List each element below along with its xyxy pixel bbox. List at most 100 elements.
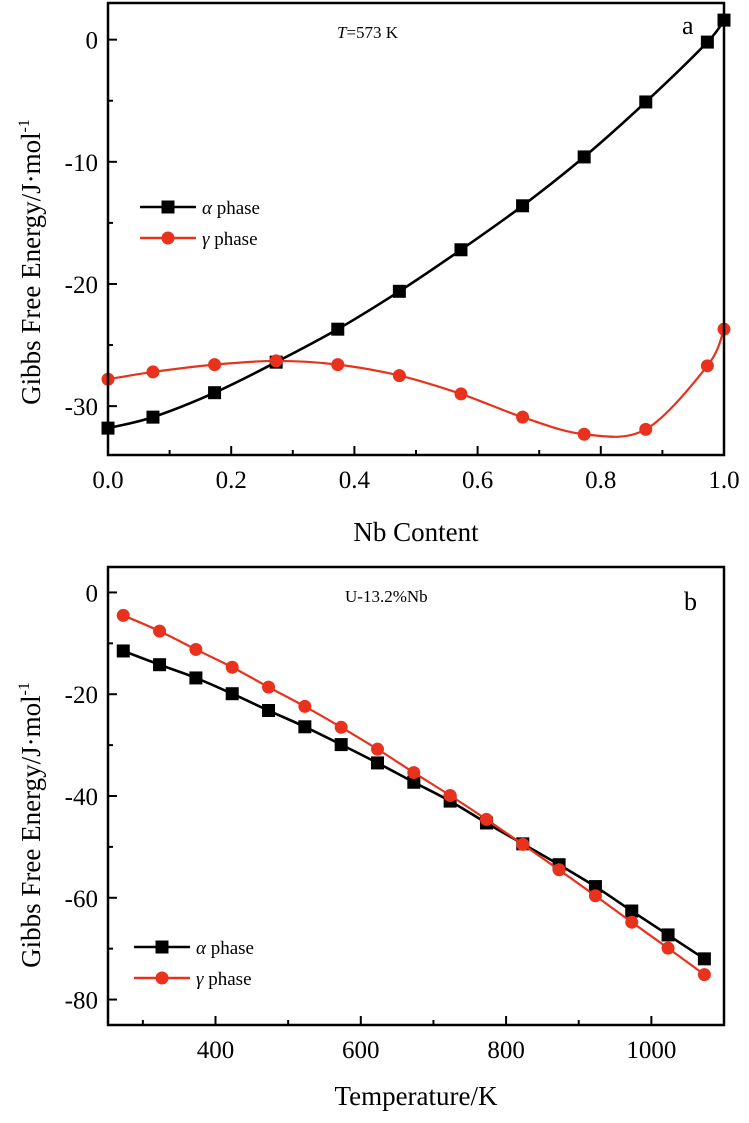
legend-text: phase — [210, 229, 258, 250]
data-point-alpha — [153, 658, 167, 672]
data-point-alpha — [516, 199, 530, 213]
legend-text: phase — [212, 198, 260, 219]
ticks-a: 0.0 0.2 0.4 0.6 0.8 1.0 0 -10 -20 -30 — [65, 28, 740, 494]
data-point-gamma — [516, 837, 530, 851]
legend-label: γ phase — [202, 229, 258, 250]
data-point-gamma — [334, 720, 348, 734]
data-point-gamma — [454, 387, 468, 401]
y-axis-title-b: Gibbs Free Energy/J·mol-1 — [16, 682, 46, 968]
ticks-b: 400 600 800 1000 0 -20 -40 -60 -80 — [65, 580, 725, 1064]
data-point-gamma — [697, 968, 711, 982]
data-point-gamma — [479, 812, 493, 826]
legend-marker-square — [161, 200, 175, 214]
data-point-alpha — [588, 880, 602, 894]
data-point-gamma — [146, 365, 160, 379]
x-tick-label: 800 — [487, 1037, 525, 1064]
x-tick-label: 1000 — [626, 1037, 676, 1064]
y-tick-label: 0 — [86, 580, 99, 607]
data-point-gamma — [392, 369, 406, 383]
series-line-gamma — [122, 614, 706, 976]
data-point-gamma — [625, 915, 639, 929]
legend-symbol: γ — [202, 229, 210, 250]
legend-entry-alpha: α phase — [140, 198, 260, 219]
data-point-alpha — [639, 95, 653, 109]
data-point-gamma — [262, 680, 276, 694]
legend-symbol: γ — [196, 969, 204, 990]
x-tick-label: 400 — [197, 1037, 235, 1064]
y-tick-label: -20 — [65, 682, 98, 709]
data-point-gamma — [700, 359, 714, 373]
legend-marker-circle — [155, 971, 169, 985]
x-tick-label: 600 — [342, 1037, 380, 1064]
annotation-alloy: U-13.2%Nb — [345, 587, 428, 606]
legend-entry-gamma: γ phase — [134, 969, 252, 990]
panel-letter-b: b — [684, 587, 697, 616]
data-point-gamma — [189, 642, 203, 656]
data-point-alpha — [625, 904, 639, 918]
data-point-gamma — [588, 889, 602, 903]
data-point-gamma — [269, 354, 283, 368]
x-tick-label: 1.0 — [708, 467, 739, 494]
annotation-temperature: T=573 K — [337, 23, 399, 42]
data-point-gamma — [298, 699, 312, 713]
x-tick-label: 0.4 — [339, 467, 371, 494]
data-point-alpha — [661, 928, 675, 942]
data-point-alpha — [208, 386, 222, 400]
data-point-alpha — [116, 644, 130, 658]
data-point-gamma — [577, 427, 591, 441]
legend-label: α phase — [196, 938, 254, 959]
panel-letter-a: a — [682, 11, 694, 40]
data-point-alpha — [407, 775, 421, 789]
data-point-gamma — [153, 624, 167, 638]
y-tick-label: -10 — [65, 150, 98, 177]
data-point-alpha — [189, 671, 203, 685]
series-line-gamma — [107, 328, 726, 438]
legend-marker-circle — [161, 231, 175, 245]
data-point-alpha — [700, 35, 714, 49]
data-point-alpha — [392, 284, 406, 298]
legend-symbol: α — [202, 198, 213, 219]
data-point-gamma — [116, 608, 130, 622]
y-tick-label: 0 — [86, 28, 99, 55]
y-tick-label: -30 — [65, 394, 98, 421]
data-point-alpha — [225, 687, 239, 701]
data-point-gamma — [208, 358, 222, 372]
series-group-b — [116, 608, 711, 982]
legend-label: γ phase — [196, 969, 252, 990]
series-group-a — [101, 13, 731, 441]
x-axis-title-a: Nb Content — [353, 517, 479, 547]
data-point-gamma — [516, 410, 530, 424]
y-tick-label: -40 — [65, 784, 98, 811]
y-axis-title-a-text: Gibbs Free Energy/J·mol — [16, 132, 46, 404]
legend-marker-square — [155, 940, 169, 954]
annotation-value: =573 K — [346, 23, 398, 42]
data-point-alpha — [298, 720, 312, 734]
legend-symbol: α — [196, 938, 207, 959]
x-axis-title-b: Temperature/K — [334, 1081, 498, 1111]
data-point-gamma — [225, 660, 239, 674]
data-point-gamma — [331, 358, 345, 372]
data-point-gamma — [552, 863, 566, 877]
legend-text: phase — [204, 969, 252, 990]
x-tick-label: 0.2 — [216, 467, 247, 494]
legend-label: α phase — [202, 198, 260, 219]
legend-entry-gamma: γ phase — [140, 229, 258, 250]
data-point-alpha — [331, 322, 345, 336]
x-tick-label: 0.8 — [585, 467, 616, 494]
y-tick-label: -60 — [65, 886, 98, 913]
chart-panel-a: 0.0 0.2 0.4 0.6 0.8 1.0 0 -10 -20 -30 T=573 K a N… — [16, 1, 740, 547]
data-point-alpha — [262, 704, 276, 718]
annotation-T: T — [337, 23, 348, 42]
data-point-gamma — [371, 742, 384, 756]
x-tick-label: 0.6 — [462, 467, 493, 494]
data-point-alpha — [371, 756, 384, 770]
plot-frame-a — [106, 1, 726, 457]
legend-text: phase — [206, 938, 254, 959]
y-tick-label: -20 — [65, 272, 98, 299]
data-point-gamma — [443, 788, 457, 802]
data-point-alpha — [146, 410, 160, 424]
data-point-gamma — [639, 422, 653, 436]
data-point-alpha — [577, 150, 591, 164]
